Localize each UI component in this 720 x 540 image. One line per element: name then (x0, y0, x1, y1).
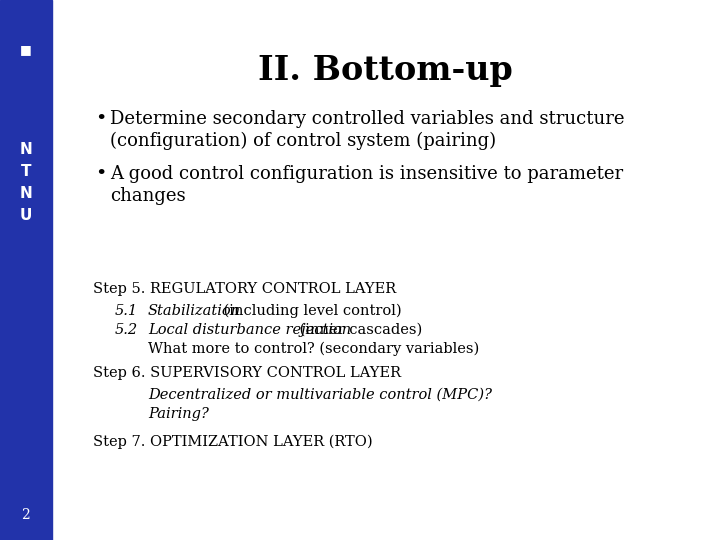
Text: Local disturbance rejection: Local disturbance rejection (148, 323, 351, 337)
Text: Step 6. SUPERVISORY CONTROL LAYER: Step 6. SUPERVISORY CONTROL LAYER (93, 366, 401, 380)
Text: U: U (19, 208, 32, 224)
Text: (configuration) of control system (pairing): (configuration) of control system (pairi… (110, 132, 496, 150)
Text: N: N (19, 143, 32, 158)
Text: A good control configuration is insensitive to parameter: A good control configuration is insensit… (110, 165, 623, 183)
Text: 2: 2 (22, 508, 30, 522)
Text: ■: ■ (20, 44, 32, 57)
Text: Step 5. REGULATORY CONTROL LAYER: Step 5. REGULATORY CONTROL LAYER (93, 282, 396, 296)
Text: T: T (21, 165, 31, 179)
Text: Stabilization: Stabilization (148, 304, 241, 318)
Text: II. Bottom-up: II. Bottom-up (258, 54, 513, 87)
Text: Determine secondary controlled variables and structure: Determine secondary controlled variables… (110, 110, 624, 128)
Text: Pairing?: Pairing? (148, 407, 209, 421)
Text: •: • (95, 165, 107, 183)
Text: N: N (19, 186, 32, 201)
Text: What more to control? (secondary variables): What more to control? (secondary variabl… (148, 342, 480, 356)
Bar (0, 0, 52, 540)
Text: 5.2: 5.2 (115, 323, 138, 337)
Text: Step 7. OPTIMIZATION LAYER (RTO): Step 7. OPTIMIZATION LAYER (RTO) (93, 435, 373, 449)
Text: (inner cascades): (inner cascades) (295, 323, 423, 337)
Text: •: • (95, 110, 107, 128)
Text: changes: changes (110, 187, 186, 205)
Text: (including level control): (including level control) (219, 304, 402, 319)
Text: Decentralized or multivariable control (MPC)?: Decentralized or multivariable control (… (148, 388, 492, 402)
Text: 5.1: 5.1 (115, 304, 138, 318)
